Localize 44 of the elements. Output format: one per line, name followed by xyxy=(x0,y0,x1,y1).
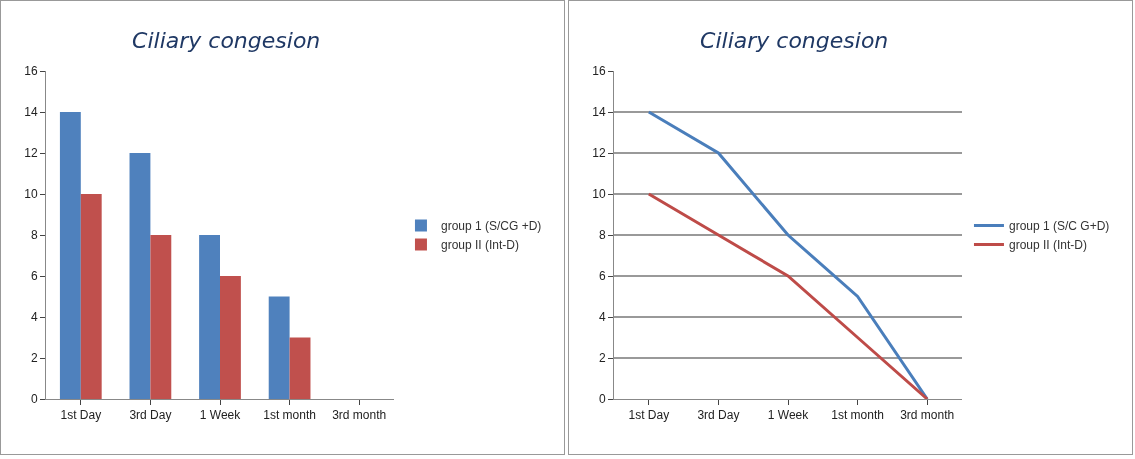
y-tick-label: 8 xyxy=(598,228,606,243)
x-tick-label: 1 Week xyxy=(199,408,242,423)
y-tick-label: 2 xyxy=(598,351,606,366)
y-tick-label: 6 xyxy=(598,269,606,284)
legend-label: group II (Int-D) xyxy=(1008,238,1087,253)
y-tick-label: 14 xyxy=(24,105,38,120)
bar xyxy=(220,276,241,399)
x-tick-label: 1st Day xyxy=(60,408,102,423)
bar xyxy=(150,235,172,399)
chart-title: Ciliary congesion xyxy=(700,28,889,54)
y-tick-label: 2 xyxy=(30,351,38,366)
y-tick-label: 6 xyxy=(30,269,38,284)
bar xyxy=(289,337,311,399)
x-tick-label: 1st month xyxy=(263,408,316,423)
x-tick-label: 3rd Day xyxy=(697,408,740,423)
legend-label: group 1 (S/C G+D) xyxy=(1008,219,1110,234)
y-tick-label: 14 xyxy=(592,105,606,120)
y-tick-label: 12 xyxy=(24,146,38,161)
bar xyxy=(268,296,290,399)
bar xyxy=(59,112,81,399)
chart-title: Ciliary congesion xyxy=(132,28,321,54)
x-tick-label: 3rd Day xyxy=(129,408,172,423)
y-tick-label: 16 xyxy=(24,64,38,79)
x-tick-label: 3rd month xyxy=(900,408,955,423)
bar xyxy=(129,153,151,399)
x-tick-label: 1st month xyxy=(831,408,884,423)
x-tick-label: 3rd month xyxy=(332,408,387,423)
y-tick-label: 10 xyxy=(592,187,606,202)
x-tick-label: 1st Day xyxy=(628,408,670,423)
y-tick-label: 0 xyxy=(30,392,38,407)
y-tick-label: 4 xyxy=(598,310,606,325)
y-tick-label: 16 xyxy=(592,64,606,79)
bar xyxy=(80,194,102,399)
legend-label: group II (Int-D) xyxy=(440,238,519,253)
y-tick-label: 0 xyxy=(598,392,606,407)
x-tick-label: 1 Week xyxy=(767,408,810,423)
legend-label: group 1 (S/CG +D) xyxy=(440,219,542,234)
y-tick-label: 8 xyxy=(30,228,38,243)
line-series xyxy=(647,110,929,399)
y-tick-label: 4 xyxy=(30,310,38,325)
y-tick-label: 10 xyxy=(24,187,38,202)
line-series xyxy=(647,192,929,399)
bar xyxy=(199,235,220,399)
y-tick-label: 12 xyxy=(592,146,606,161)
